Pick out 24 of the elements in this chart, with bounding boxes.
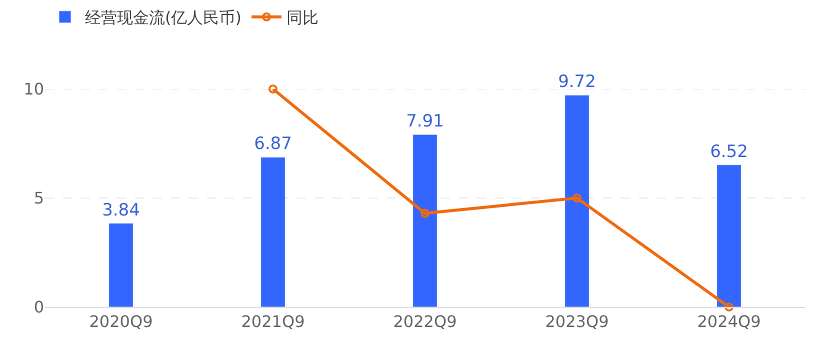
data-label: 7.91	[406, 112, 444, 132]
x-tick-label: 2023Q9	[545, 312, 609, 332]
data-label: 9.72	[558, 72, 596, 92]
point	[724, 302, 734, 312]
bar	[260, 156, 286, 307]
bar	[716, 164, 742, 307]
x-tick-label: 2024Q9	[697, 312, 761, 332]
data-label: 3.84	[102, 200, 140, 220]
y-tick-label: 0	[34, 298, 44, 317]
x-tick-label: 2022Q9	[393, 312, 457, 332]
bar	[412, 134, 438, 307]
point	[268, 84, 278, 94]
legend-label: 同比	[286, 8, 318, 28]
data-label: 6.52	[710, 142, 748, 162]
data-label: 6.87	[254, 134, 292, 154]
x-tick-label: 2021Q9	[241, 312, 305, 332]
y-tick-label: 5	[34, 188, 44, 208]
legend-label: 经营现金流(亿人民币)	[85, 8, 242, 28]
point	[572, 194, 582, 202]
y-tick-label: 10	[24, 80, 44, 99]
bar	[564, 94, 590, 307]
point	[420, 208, 430, 218]
bar	[108, 223, 134, 307]
x-tick-label: 2020Q9	[89, 312, 153, 332]
